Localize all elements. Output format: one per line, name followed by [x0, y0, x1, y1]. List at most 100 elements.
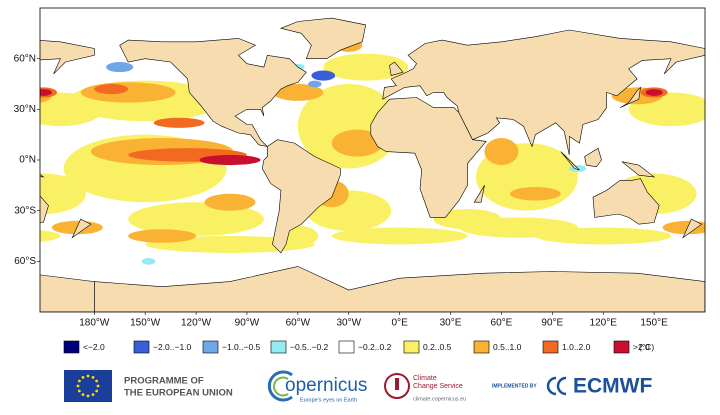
legend-swatch [473, 340, 490, 354]
landmass [40, 173, 45, 178]
c3s-name: Climate [413, 375, 437, 382]
landmass [94, 266, 705, 312]
eu-star [86, 394, 90, 398]
legend-swatch [613, 340, 630, 354]
x-tick-label: 90°W [235, 318, 260, 329]
legend-label: >2.0 [633, 342, 650, 352]
legend-label: −2.0..−1.0 [153, 342, 192, 352]
anomaly-patch [128, 229, 197, 243]
x-tick-label: 180°W [79, 318, 110, 329]
legend-swatch [338, 340, 355, 354]
anomaly-patch [272, 84, 324, 101]
y-tick-label: 60°S [14, 256, 36, 267]
legend-unit: (°C) [639, 342, 654, 352]
landmass [592, 178, 660, 225]
landmass [584, 147, 602, 168]
anomaly-patch [199, 154, 261, 166]
legend-label: 0.5..1.0 [493, 342, 522, 352]
eu-star [86, 374, 90, 378]
y-tick-label: 30°N [14, 104, 36, 115]
legend-swatch [63, 340, 80, 354]
c3s-logo [395, 378, 399, 390]
legend-swatch [542, 340, 559, 354]
anomaly-patch [94, 84, 129, 95]
copernicus-name: opernicus [285, 375, 367, 396]
landmass [40, 40, 95, 75]
y-tick-label: 60°N [14, 53, 36, 64]
eu-stars [76, 374, 100, 398]
legend-swatch [202, 340, 219, 354]
landmass [620, 86, 641, 108]
anomaly-patch [153, 117, 205, 128]
anomaly-patch [331, 129, 383, 157]
x-tick-label: 150°E [640, 318, 668, 329]
landmass [261, 139, 341, 254]
legend-swatch [133, 340, 150, 354]
anomaly-patch [509, 187, 561, 201]
anomaly-patch [128, 202, 264, 236]
landmass [119, 38, 307, 147]
x-tick-label: 60°E [491, 318, 513, 329]
anomaly-patch [106, 62, 134, 73]
legend-label: <−2.0 [83, 342, 105, 352]
landmass [71, 218, 92, 239]
ecmwf-name: ECMWF [573, 375, 652, 398]
x-tick-label: 90°E [541, 318, 563, 329]
c3s-url: climate.copernicus.eu [413, 396, 466, 402]
landmass [370, 97, 487, 218]
landmass [473, 185, 485, 203]
copernicus-tagline: Europe's eyes on Earth [300, 397, 357, 403]
x-tick-label: 120°E [590, 318, 618, 329]
x-tick-label: 30°E [440, 318, 462, 329]
eu-star [91, 375, 95, 379]
eu-text: THE EUROPEAN UNION [124, 388, 233, 399]
legend-label: −1.0..−0.5 [222, 342, 261, 352]
eu-star [77, 379, 81, 383]
c3s-name: Change Service [413, 383, 463, 390]
anomaly-patch [80, 82, 176, 103]
y-tick-label: 30°S [14, 205, 36, 216]
legend-swatch [270, 340, 287, 354]
landmass [382, 29, 705, 155]
eu-star [76, 384, 80, 388]
anomaly-patch [484, 138, 519, 166]
anomaly-patch [308, 80, 322, 88]
x-tick-label: 60°W [286, 318, 311, 329]
anomaly-patch [323, 53, 409, 81]
anomaly-patch [331, 227, 468, 245]
footer: PROGRAMME OF THE EUROPEAN UNION opernicu… [64, 370, 652, 403]
axes: 180°W 150°W 120°W 90°W 60°W 30°W 0°E 30°E 60°E 90… [14, 53, 668, 328]
eu-star [95, 389, 99, 393]
anomaly-patch [40, 173, 86, 215]
eu-star [77, 389, 81, 393]
eu-star [81, 393, 85, 397]
landmass [682, 218, 703, 239]
x-tick-label: 30°W [336, 318, 361, 329]
landmass [279, 17, 367, 59]
anomaly-patch [141, 257, 156, 265]
eu-star [95, 379, 99, 383]
anomaly-patch [40, 89, 52, 96]
eu-star [81, 375, 85, 379]
x-tick-label: 120°W [181, 318, 212, 329]
c3s-logo [384, 373, 410, 399]
anomaly-patch [40, 229, 61, 243]
copernicus-swirl [267, 370, 293, 402]
land [40, 17, 705, 312]
landmass [40, 195, 49, 224]
ecmwf-icon [546, 376, 567, 396]
anomaly-patch [433, 208, 502, 230]
landmass [621, 161, 656, 178]
anomaly-patch [40, 92, 103, 127]
eu-star [96, 384, 100, 388]
landmass [560, 151, 580, 171]
landmass [389, 61, 404, 76]
x-tick-label: 0°E [392, 318, 409, 329]
legend-label: 0.2..0.5 [423, 342, 452, 352]
landmass [40, 274, 95, 312]
legend-swatch [403, 340, 420, 354]
anomaly-patch [535, 227, 672, 245]
x-tick-label: 150°W [130, 318, 161, 329]
copernicus-swirl [273, 376, 289, 397]
implemented-by: IMPLEMENTED BY [492, 383, 537, 389]
